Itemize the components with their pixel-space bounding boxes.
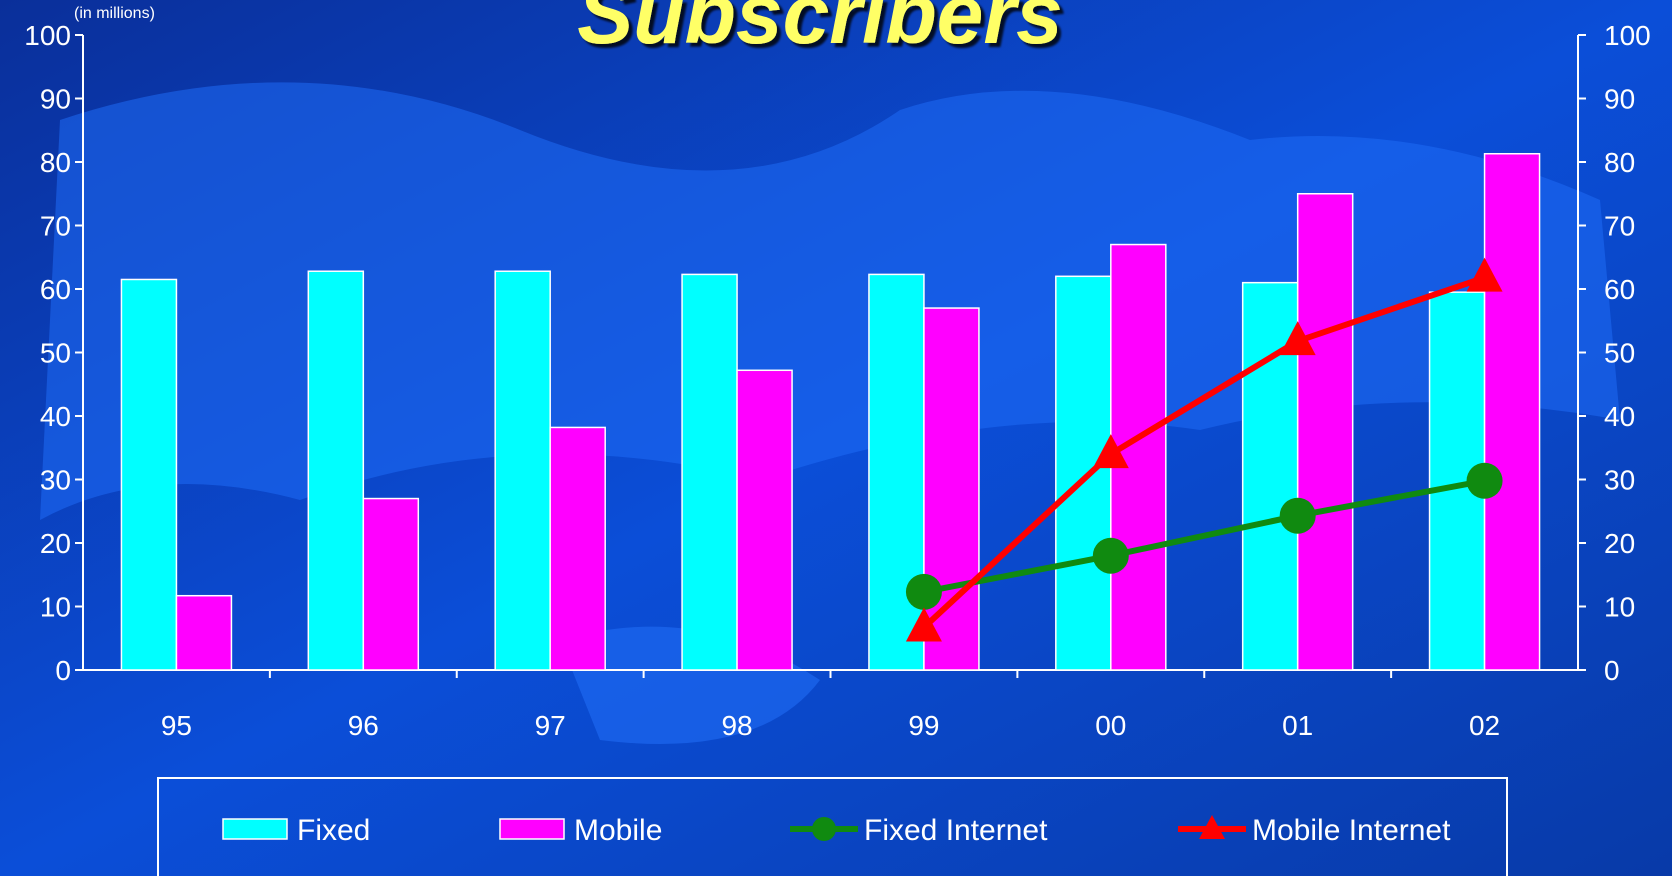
marker (905, 573, 942, 610)
bar (549, 426, 606, 671)
marker (1092, 434, 1129, 469)
legend-marker (1199, 815, 1225, 839)
marker (1466, 257, 1503, 292)
bar (736, 369, 793, 671)
x-tick-label: 96 (348, 710, 379, 741)
legend-label: Fixed (297, 814, 370, 847)
marker (905, 607, 942, 642)
x-tick-label: 01 (1282, 710, 1313, 741)
legend-box (157, 777, 1508, 876)
x-tick-label: 95 (161, 710, 192, 741)
legend-swatch (222, 818, 288, 840)
y-tick-label: 50 (40, 338, 71, 369)
y-tick-label: 80 (40, 147, 71, 178)
bar (923, 307, 980, 671)
line (921, 274, 1486, 630)
map-shape (40, 82, 1620, 520)
bar (120, 278, 178, 671)
y2-tick-label: 70 (1604, 211, 1635, 242)
bar (681, 273, 738, 671)
y2-tick-label: 60 (1604, 274, 1635, 305)
legend-swatch (499, 818, 565, 840)
y-tick-label: 0 (55, 655, 71, 686)
y2-tick-label: 30 (1604, 465, 1635, 496)
y-tick-label: 10 (40, 592, 71, 623)
y2-tick-label: 40 (1604, 401, 1635, 432)
legend-label: Mobile (574, 814, 662, 847)
bar (307, 270, 365, 671)
y2-tick-label: 10 (1604, 592, 1635, 623)
marker (1279, 321, 1316, 356)
y-tick-label: 100 (24, 20, 71, 51)
x-tick-label: 02 (1469, 710, 1500, 741)
y-tick-label: 90 (40, 84, 71, 115)
x-tick-label: 00 (1095, 710, 1126, 741)
x-tick-label: 99 (908, 710, 939, 741)
y-tick-label: 20 (40, 528, 71, 559)
bar (1055, 275, 1112, 671)
marker (1279, 497, 1316, 534)
y2-tick-label: 0 (1604, 655, 1620, 686)
bar (175, 594, 233, 671)
chart-title: Subscribers (577, 0, 1063, 61)
y-tick-label: 70 (40, 211, 71, 242)
y2-tick-label: 80 (1604, 147, 1635, 178)
y2-tick-label: 20 (1604, 528, 1635, 559)
bar (1296, 193, 1354, 671)
x-tick-label: 97 (535, 710, 566, 741)
marker (1092, 537, 1129, 574)
y-tick-label: 30 (40, 465, 71, 496)
y2-tick-label: 100 (1604, 20, 1651, 51)
line (923, 477, 1486, 595)
bar (868, 273, 925, 671)
y2-tick-label: 50 (1604, 338, 1635, 369)
bar (494, 270, 551, 671)
legend-marker (812, 817, 836, 841)
y-tick-label: 60 (40, 274, 71, 305)
y-tick-label: 40 (40, 401, 71, 432)
x-tick-label: 98 (721, 710, 752, 741)
legend-label: Mobile Internet (1252, 814, 1451, 847)
legend-label: Fixed Internet (864, 814, 1048, 847)
y2-tick-label: 90 (1604, 84, 1635, 115)
bar (362, 497, 420, 671)
marker (1466, 462, 1503, 499)
bar (1483, 152, 1541, 671)
y-axis-label: (in millions) (74, 5, 155, 22)
